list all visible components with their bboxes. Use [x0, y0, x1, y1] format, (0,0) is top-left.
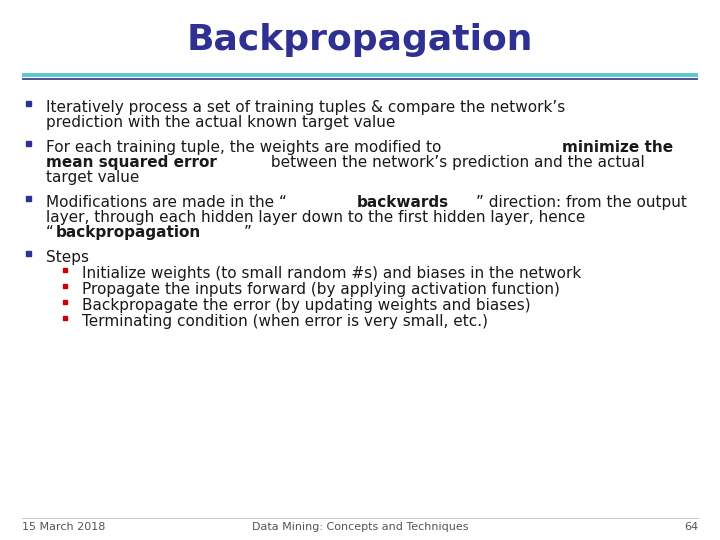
Bar [63, 316, 67, 320]
Bar [25, 141, 30, 146]
Text: Terminating condition (when error is very small, etc.): Terminating condition (when error is ver… [82, 314, 488, 329]
Text: ”: ” [243, 225, 251, 240]
Text: 15 March 2018: 15 March 2018 [22, 522, 105, 532]
Text: target value: target value [46, 170, 140, 185]
Text: “: “ [46, 225, 54, 240]
Text: Iteratively process a set of training tuples & compare the network’s: Iteratively process a set of training tu… [46, 100, 565, 115]
Text: For each training tuple, the weights are modified to: For each training tuple, the weights are… [46, 140, 446, 155]
Bar [25, 197, 30, 201]
Text: minimize the: minimize the [562, 140, 674, 155]
Text: ” direction: from the output: ” direction: from the output [476, 195, 687, 210]
Text: Data Mining: Concepts and Techniques: Data Mining: Concepts and Techniques [252, 522, 468, 532]
Bar [63, 300, 67, 304]
Text: Backpropagate the error (by updating weights and biases): Backpropagate the error (by updating wei… [82, 298, 531, 313]
Text: Modifications are made in the “: Modifications are made in the “ [46, 195, 287, 210]
Bar [25, 251, 30, 256]
Text: Backpropagation: Backpropagation [186, 23, 534, 57]
Bar [25, 102, 30, 106]
Text: between the network’s prediction and the actual: between the network’s prediction and the… [266, 155, 645, 170]
Bar [63, 268, 67, 272]
Text: backwards: backwards [357, 195, 449, 210]
Text: 64: 64 [684, 522, 698, 532]
Text: Initialize weights (to small random #s) and biases in the network: Initialize weights (to small random #s) … [82, 266, 581, 281]
Text: mean squared error: mean squared error [46, 155, 217, 170]
Text: prediction with the actual known target value: prediction with the actual known target … [46, 115, 395, 130]
Text: backpropagation: backpropagation [56, 225, 202, 240]
Bar [63, 284, 67, 288]
Text: Propagate the inputs forward (by applying activation function): Propagate the inputs forward (by applyin… [82, 282, 560, 297]
Text: layer, through each hidden layer down to the first hidden layer, hence: layer, through each hidden layer down to… [46, 210, 585, 225]
Text: Steps: Steps [46, 250, 89, 265]
